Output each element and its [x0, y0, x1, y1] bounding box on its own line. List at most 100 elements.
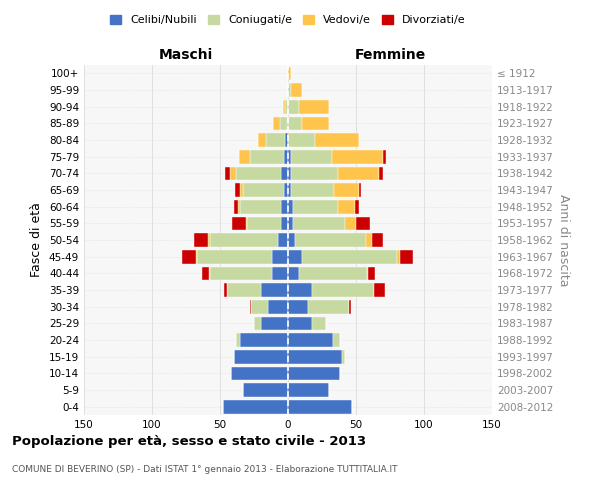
- Bar: [194, 233, 208, 247]
- Bar: [233, 350, 288, 364]
- Bar: [261, 283, 288, 297]
- Bar: [233, 200, 238, 213]
- Bar: [299, 266, 367, 280]
- Bar: [293, 216, 345, 230]
- Bar: [356, 216, 370, 230]
- Bar: [272, 250, 288, 264]
- Bar: [182, 250, 196, 264]
- Bar: [308, 300, 349, 314]
- Bar: [365, 233, 373, 247]
- Bar: [295, 233, 365, 247]
- Bar: [285, 100, 288, 114]
- Bar: [288, 83, 291, 97]
- Bar: [250, 300, 251, 314]
- Bar: [243, 183, 284, 197]
- Text: Maschi: Maschi: [159, 48, 213, 62]
- Bar: [288, 283, 313, 297]
- Bar: [343, 350, 345, 364]
- Bar: [373, 233, 383, 247]
- Bar: [302, 250, 397, 264]
- Bar: [247, 216, 281, 230]
- Bar: [288, 383, 329, 397]
- Bar: [266, 133, 285, 147]
- Bar: [284, 183, 288, 197]
- Bar: [288, 250, 302, 264]
- Bar: [288, 150, 291, 164]
- Bar: [338, 200, 355, 213]
- Bar: [281, 216, 288, 230]
- Bar: [397, 250, 400, 264]
- Bar: [288, 66, 291, 80]
- Bar: [241, 183, 243, 197]
- Bar: [285, 133, 288, 147]
- Bar: [236, 333, 241, 347]
- Bar: [291, 183, 334, 197]
- Bar: [288, 333, 333, 347]
- Bar: [241, 333, 288, 347]
- Bar: [333, 333, 340, 347]
- Bar: [313, 316, 326, 330]
- Bar: [315, 133, 359, 147]
- Bar: [278, 233, 288, 247]
- Bar: [338, 166, 379, 180]
- Bar: [226, 166, 230, 180]
- Bar: [288, 400, 352, 413]
- Bar: [288, 166, 291, 180]
- Bar: [288, 366, 340, 380]
- Bar: [288, 350, 343, 364]
- Bar: [299, 100, 329, 114]
- Bar: [288, 133, 315, 147]
- Bar: [288, 316, 313, 330]
- Text: COMUNE DI BEVERINO (SP) - Dati ISTAT 1° gennaio 2013 - Elaborazione TUTTITALIA.I: COMUNE DI BEVERINO (SP) - Dati ISTAT 1° …: [12, 465, 398, 474]
- Bar: [288, 266, 299, 280]
- Bar: [367, 266, 368, 280]
- Bar: [224, 283, 227, 297]
- Bar: [250, 150, 284, 164]
- Bar: [246, 216, 247, 230]
- Bar: [236, 166, 281, 180]
- Bar: [291, 166, 338, 180]
- Bar: [334, 183, 359, 197]
- Bar: [313, 283, 374, 297]
- Bar: [231, 366, 288, 380]
- Bar: [239, 150, 250, 164]
- Y-axis label: Anni di nascita: Anni di nascita: [557, 194, 570, 286]
- Bar: [211, 233, 278, 247]
- Bar: [291, 150, 332, 164]
- Bar: [287, 116, 288, 130]
- Bar: [268, 300, 288, 314]
- Bar: [197, 250, 272, 264]
- Bar: [284, 150, 288, 164]
- Bar: [288, 100, 299, 114]
- Bar: [374, 283, 385, 297]
- Bar: [302, 116, 329, 130]
- Bar: [293, 200, 338, 213]
- Bar: [238, 200, 241, 213]
- Bar: [208, 233, 211, 247]
- Bar: [254, 316, 261, 330]
- Bar: [251, 300, 268, 314]
- Bar: [223, 400, 288, 413]
- Bar: [291, 83, 302, 97]
- Bar: [383, 150, 386, 164]
- Bar: [283, 100, 285, 114]
- Bar: [241, 200, 281, 213]
- Bar: [230, 166, 236, 180]
- Bar: [273, 116, 280, 130]
- Bar: [288, 216, 293, 230]
- Y-axis label: Fasce di età: Fasce di età: [31, 202, 43, 278]
- Legend: Celibi/Nubili, Coniugati/e, Vedovi/e, Divorziati/e: Celibi/Nubili, Coniugati/e, Vedovi/e, Di…: [106, 10, 470, 30]
- Bar: [243, 383, 288, 397]
- Bar: [349, 300, 350, 314]
- Bar: [272, 266, 288, 280]
- Bar: [211, 266, 272, 280]
- Bar: [355, 200, 359, 213]
- Text: Femmine: Femmine: [355, 48, 425, 62]
- Bar: [280, 116, 287, 130]
- Bar: [400, 250, 413, 264]
- Text: Popolazione per età, sesso e stato civile - 2013: Popolazione per età, sesso e stato civil…: [12, 435, 366, 448]
- Bar: [345, 216, 356, 230]
- Bar: [288, 183, 291, 197]
- Bar: [235, 183, 241, 197]
- Bar: [379, 166, 383, 180]
